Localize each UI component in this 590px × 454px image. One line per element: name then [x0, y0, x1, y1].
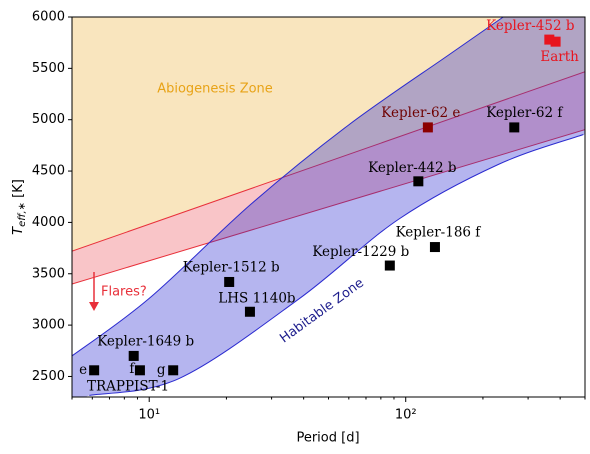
point-label: Kepler-62 f: [486, 105, 563, 121]
y-axis-label: Teff,∗ [K]: [11, 179, 29, 235]
x-tick-label: 10¹: [138, 408, 160, 423]
data-point: [422, 122, 433, 133]
flares-label: Flares?: [101, 285, 147, 300]
data-point: [550, 36, 561, 47]
red-band-upper-edge: [72, 71, 585, 252]
red-band-lower-edge: [72, 129, 585, 285]
bands: [72, 17, 585, 397]
point-label: Kepler-186 f: [396, 225, 482, 241]
data-point: [168, 365, 179, 376]
y-tick-label: 3000: [32, 318, 65, 333]
data-point: [509, 122, 520, 133]
data-point: [128, 350, 139, 361]
data-point: [134, 365, 145, 376]
y-tick-label: 3500: [32, 266, 65, 281]
abiogenesis-zone: [72, 17, 585, 252]
habitable-zone: [72, 17, 585, 397]
data-point: [89, 365, 100, 376]
point-label: Kepler-442 b: [368, 160, 456, 176]
point-label: Kepler-62 e: [381, 105, 460, 121]
point-label: Kepler-1512 b: [183, 259, 280, 275]
data-point: [413, 176, 424, 187]
data-point: [429, 242, 440, 253]
y-tick-label: 4500: [32, 164, 65, 179]
red-band: [72, 71, 585, 284]
data-point: [544, 34, 555, 45]
habitable-zone-upper-edge: [72, 17, 504, 357]
point-label: f: [129, 361, 135, 377]
flares-arrow-head: [89, 302, 99, 311]
point-label: e: [79, 362, 87, 378]
y-tick-label: 5000: [32, 112, 65, 127]
point-label: Earth: [540, 49, 579, 65]
y-tick-label: 6000: [32, 10, 65, 25]
y-label-symbol: T: [11, 226, 26, 235]
data-point: [224, 276, 235, 287]
data-point: [384, 260, 395, 271]
x-tick-label: 10²: [395, 408, 417, 423]
point-label: g: [157, 362, 166, 378]
point-label: Kepler-1229 b: [312, 244, 409, 260]
y-tick-label: 5500: [32, 61, 65, 76]
y-label-unit: [K]: [11, 179, 26, 202]
y-label-subscript: eff,∗: [17, 202, 28, 227]
point-label: Kepler-452 b: [486, 18, 574, 34]
data-point: [244, 306, 255, 317]
abiogenesis-label: Abiogenesis Zone: [157, 82, 273, 97]
point-label: LHS 1140b: [218, 290, 295, 306]
y-tick-label: 2500: [32, 369, 65, 384]
y-tick-label: 4000: [32, 215, 65, 230]
habitable-zone-lower-edge: [89, 134, 584, 396]
x-axis-label: Period [d]: [296, 431, 359, 446]
point-label: Kepler-1649 b: [97, 333, 194, 349]
group-label: TRAPPIST-1: [87, 379, 169, 395]
